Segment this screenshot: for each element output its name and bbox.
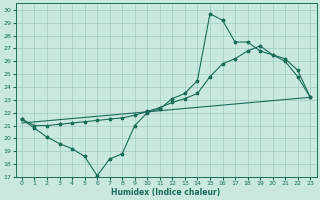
X-axis label: Humidex (Indice chaleur): Humidex (Indice chaleur) — [111, 188, 221, 197]
